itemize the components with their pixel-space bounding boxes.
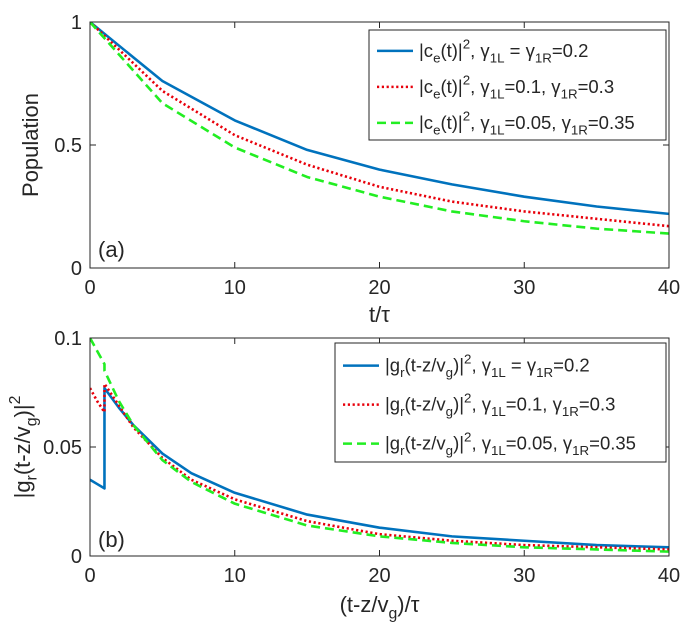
x-tick-label: 40 [658, 277, 680, 299]
legend-label-2: |gr(t-z/vg)|2, γ1L=0.1, γ1R=0.3 [385, 390, 615, 419]
legend-label-1: |gr(t-z/vg)|2, γ1L = γ1R=0.2 [385, 351, 590, 380]
panel-a: 0 10 20 30 40 0 0.5 1 t/τ Population (a) |ce(t)|2, … [18, 12, 680, 327]
x-tick-label: 10 [224, 565, 246, 587]
legend: |gr(t-z/vg)|2, γ1L = γ1R=0.2 |gr(t-z/vg)|… [334, 342, 667, 463]
x-tick-label: 20 [368, 565, 390, 587]
legend-label-3: |ce(t)|2, γ1L=0.05, γ1R=0.35 [419, 109, 635, 138]
series-line-1 [90, 22, 669, 216]
x-tick-label: 0 [84, 277, 95, 299]
legend-box [334, 342, 667, 463]
y-tick-label: 0 [71, 258, 82, 280]
y-axis-label: Population [18, 93, 43, 197]
y-tick-label: 0.05 [43, 437, 82, 459]
legend-label-3: |gr(t-z/vg)|2, γ1L=0.05, γ1R=0.35 [385, 429, 636, 458]
x-axis-label: (t-z/vg)/τ [340, 592, 420, 623]
x-tick-label: 10 [224, 277, 246, 299]
legend-label-2: |ce(t)|2, γ1L=0.1, γ1R=0.3 [419, 73, 614, 102]
legend-box [368, 29, 667, 141]
panel-label: (a) [98, 237, 125, 262]
x-tick-label: 0 [84, 565, 95, 587]
series-line-2 [90, 22, 669, 228]
panel-b: 0 10 20 30 40 0 0.05 0.1 (t-z/vg)/τ |gr(t-z/vg)|2… [7, 328, 680, 623]
x-tick-label: 30 [513, 277, 535, 299]
x-tick-label: 30 [513, 565, 535, 587]
series-line-2 [90, 382, 669, 551]
y-tick-label: 0 [71, 546, 82, 568]
series-line-3 [90, 338, 669, 553]
legend: |ce(t)|2, γ1L = γ1R=0.2 |ce(t)|2, γ1L=0.1… [368, 29, 667, 141]
y-tick-label: 1 [71, 12, 82, 34]
y-tick-label: 0.1 [54, 328, 82, 350]
panel-label: (b) [98, 527, 125, 552]
x-tick-label: 20 [368, 277, 390, 299]
y-tick-label: 0.5 [54, 135, 82, 157]
series-line-1 [90, 386, 669, 549]
y-axis-label: |gr(t-z/vg)|2 [7, 396, 41, 499]
x-axis-label: t/τ [369, 302, 390, 327]
legend-label-1: |ce(t)|2, γ1L = γ1R=0.2 [419, 37, 588, 66]
x-tick-label: 40 [658, 565, 680, 587]
